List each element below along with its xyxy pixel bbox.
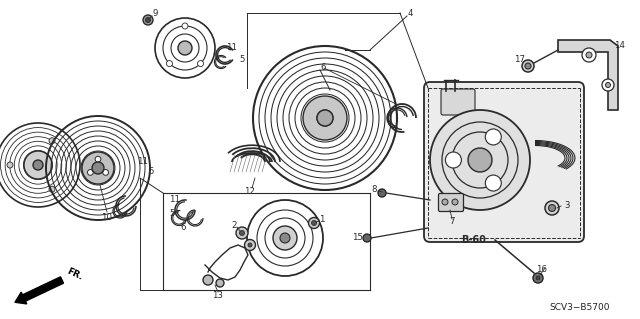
Circle shape: [182, 23, 188, 29]
Circle shape: [536, 276, 540, 280]
Text: 16: 16: [536, 265, 547, 275]
Circle shape: [216, 279, 224, 287]
FancyBboxPatch shape: [438, 194, 463, 211]
Circle shape: [203, 275, 213, 285]
Text: 7: 7: [449, 218, 455, 226]
Text: SCV3−B5700: SCV3−B5700: [550, 302, 611, 311]
Text: 4: 4: [407, 10, 413, 19]
Circle shape: [33, 160, 43, 170]
Circle shape: [468, 148, 492, 172]
Circle shape: [239, 231, 244, 235]
Text: FR.: FR.: [65, 266, 84, 282]
Text: 2: 2: [231, 220, 237, 229]
Text: 11: 11: [227, 43, 237, 53]
Circle shape: [273, 226, 297, 250]
Circle shape: [248, 243, 252, 247]
Circle shape: [280, 233, 290, 243]
Text: 5: 5: [169, 209, 175, 218]
Circle shape: [317, 110, 333, 126]
Circle shape: [244, 240, 255, 250]
Circle shape: [308, 218, 319, 228]
Circle shape: [522, 60, 534, 72]
Text: 6: 6: [180, 224, 186, 233]
Circle shape: [103, 169, 109, 175]
Circle shape: [525, 63, 531, 69]
Polygon shape: [558, 40, 618, 110]
Circle shape: [363, 234, 371, 242]
Circle shape: [145, 18, 150, 23]
Circle shape: [545, 201, 559, 215]
Text: B-60: B-60: [461, 235, 486, 245]
Text: 1: 1: [319, 216, 324, 225]
Circle shape: [485, 175, 501, 191]
Text: 3: 3: [564, 202, 570, 211]
Circle shape: [82, 152, 114, 184]
Text: 12: 12: [244, 188, 255, 197]
Circle shape: [430, 110, 530, 210]
Circle shape: [317, 110, 333, 126]
Text: 11: 11: [138, 158, 148, 167]
Circle shape: [92, 162, 104, 174]
Circle shape: [236, 227, 248, 239]
Circle shape: [95, 156, 101, 162]
Text: 13: 13: [212, 291, 223, 300]
Text: 5: 5: [148, 167, 154, 176]
FancyBboxPatch shape: [424, 82, 584, 242]
Circle shape: [49, 138, 55, 144]
Circle shape: [452, 199, 458, 205]
FancyBboxPatch shape: [441, 89, 475, 115]
Circle shape: [88, 169, 93, 175]
Circle shape: [7, 162, 13, 168]
Circle shape: [485, 129, 501, 145]
Text: 9: 9: [152, 10, 157, 19]
Circle shape: [178, 41, 192, 55]
Circle shape: [312, 220, 317, 226]
Text: 8: 8: [371, 186, 377, 195]
Text: 6: 6: [320, 63, 326, 71]
Text: 15: 15: [353, 233, 364, 241]
Circle shape: [602, 79, 614, 91]
Circle shape: [303, 96, 347, 140]
FancyArrow shape: [15, 277, 63, 304]
Circle shape: [442, 199, 448, 205]
Circle shape: [49, 186, 55, 192]
Text: 10: 10: [102, 213, 113, 222]
Text: 11: 11: [170, 196, 180, 204]
Text: 5: 5: [239, 55, 244, 63]
Circle shape: [166, 61, 172, 67]
Circle shape: [533, 273, 543, 283]
Circle shape: [24, 151, 52, 179]
Text: 17: 17: [515, 55, 525, 63]
Circle shape: [548, 204, 556, 211]
Circle shape: [198, 61, 204, 67]
Text: 14: 14: [614, 41, 625, 50]
Circle shape: [586, 52, 592, 58]
Circle shape: [445, 152, 461, 168]
Circle shape: [582, 48, 596, 62]
Circle shape: [143, 15, 153, 25]
Circle shape: [605, 83, 611, 87]
Circle shape: [378, 189, 386, 197]
